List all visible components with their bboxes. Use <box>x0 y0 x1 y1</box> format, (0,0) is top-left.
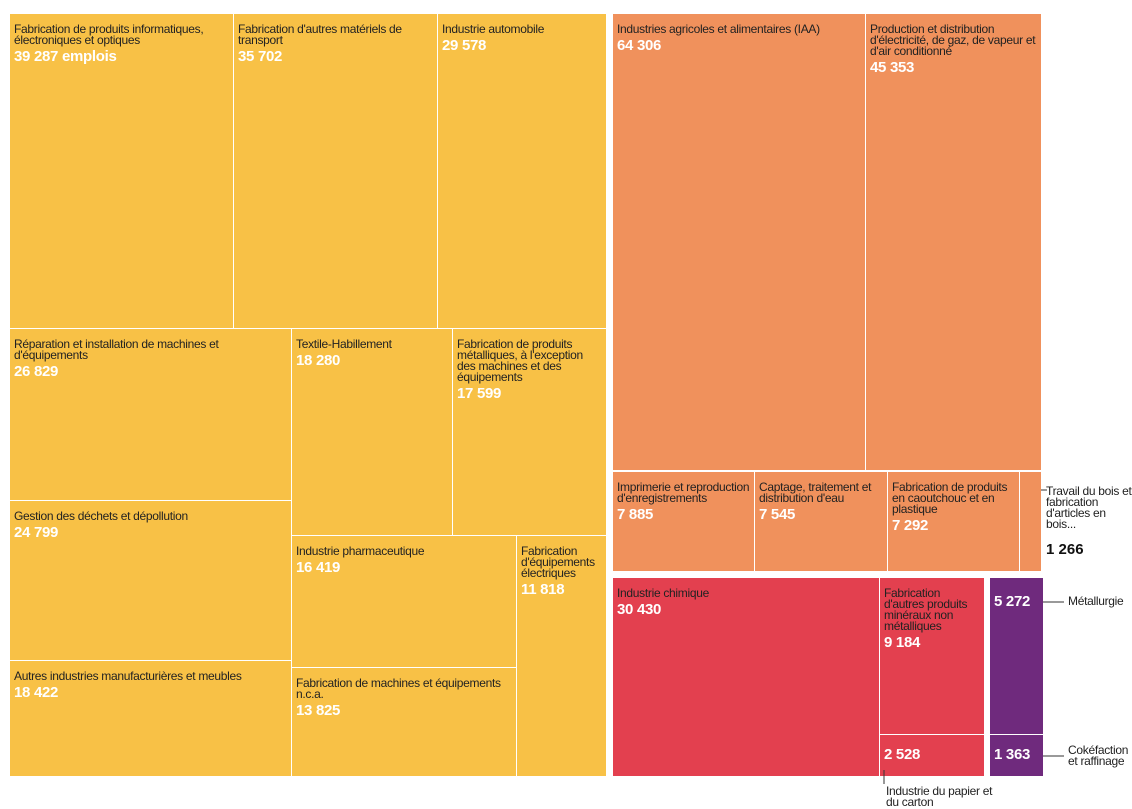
cell-text: Fabrication de produits informatiques, é… <box>14 22 231 65</box>
cell-value: 45 353 <box>870 59 915 76</box>
cell-text: Industrie pharmaceutique 16 419 <box>296 544 514 576</box>
cell-label: Imprimerie et reproduction d'enregistrem… <box>617 480 750 505</box>
treemap-cell <box>1020 472 1041 571</box>
cell-value: 2 528 <box>884 746 921 763</box>
treemap-cell: 1 363 <box>990 735 1043 776</box>
cell-text: Imprimerie et reproduction d'enregistrem… <box>617 480 752 523</box>
cell-label: Fabrication d'équipements électriques <box>521 544 595 580</box>
cell-text: 1 363 <box>994 746 1041 763</box>
treemap-cell: Fabrication d'autres produits minéraux n… <box>880 578 984 734</box>
treemap-cell: Fabrication de produits en caoutchouc et… <box>888 472 1019 571</box>
cell-value: 1 363 <box>994 746 1031 763</box>
cell-label: Captage, traitement et distribution d'ea… <box>759 480 872 505</box>
cell-text: Fabrication de machines et équipements n… <box>296 676 514 719</box>
cell-text: 2 528 <box>884 746 982 763</box>
cell-text: Fabrication d'équipements électriques 11 … <box>521 544 604 598</box>
cell-label: Fabrication de produits en caoutchouc et… <box>892 480 1008 516</box>
cell-label: Fabrication de machines et équipements n… <box>296 676 501 701</box>
treemap-cell: Gestion des déchets et dépollution 24 799 <box>10 501 291 660</box>
cell-label: Fabrication de produits informatiques, é… <box>14 22 204 47</box>
treemap-cell: Industries agricoles et alimentaires (IA… <box>613 14 865 470</box>
cell-label: Industries agricoles et alimentaires (IA… <box>617 22 820 36</box>
treemap-cell: Autres industries manufacturières et meu… <box>10 661 291 776</box>
cell-label: Cokéfaction et raffinage <box>1068 743 1129 768</box>
cell-value: 7 545 <box>759 506 796 523</box>
cell-text: Textile-Habillement 18 280 <box>296 337 450 369</box>
treemap-cell: Captage, traitement et distribution d'ea… <box>755 472 887 571</box>
cell-text: Production et distribution d'électricité… <box>870 22 1039 76</box>
cell-text: Fabrication d'autres produits minéraux n… <box>884 586 982 651</box>
cell-label: Fabrication de produits métalliques, à l… <box>457 337 583 384</box>
cell-text: Industries agricoles et alimentaires (IA… <box>617 22 863 54</box>
treemap-cell: Industrie automobile 29 578 <box>438 14 606 328</box>
cell-value: 64 306 <box>617 37 662 54</box>
cell-value: 29 578 <box>442 37 487 54</box>
cell-value: 1 266 <box>1046 541 1084 558</box>
cell-value: 39 287 emplois <box>14 48 117 65</box>
cell-value: 13 825 <box>296 702 341 719</box>
cell-value: 16 419 <box>296 559 341 576</box>
cell-label: Industrie automobile <box>442 22 545 36</box>
cell-text: Industrie automobile 29 578 <box>442 22 604 54</box>
cell-text: Fabrication de produits en caoutchouc et… <box>892 480 1017 534</box>
cell-value: 7 292 <box>892 517 929 534</box>
treemap-cell: Production et distribution d'électricité… <box>866 14 1041 470</box>
treemap-cell: Fabrication d'autres matériels de transp… <box>234 14 437 328</box>
treemap-cell: Fabrication d'équipements électriques 11 … <box>517 536 606 776</box>
cell-value: 7 885 <box>617 506 654 523</box>
cell-label: Réparation et installation de machines e… <box>14 337 219 362</box>
treemap-cell: 5 272 <box>990 578 1043 734</box>
cell-text: Gestion des déchets et dépollution 24 799 <box>14 509 289 541</box>
cell-value: 18 280 <box>296 352 341 369</box>
cell-label: Textile-Habillement <box>296 337 392 351</box>
cell-label: Fabrication d'autres produits minéraux n… <box>884 586 968 633</box>
treemap-cell: Fabrication de machines et équipements n… <box>292 668 516 776</box>
cell-value: 30 430 <box>617 601 662 618</box>
cell-text: Captage, traitement et distribution d'ea… <box>759 480 885 523</box>
cell-label: Gestion des déchets et dépollution <box>14 509 188 523</box>
cell-label: Industrie chimique <box>617 586 709 600</box>
cell-text: Fabrication d'autres matériels de transp… <box>238 22 435 65</box>
cell-value: 9 184 <box>884 634 921 651</box>
cell-value: 18 422 <box>14 684 59 701</box>
cell-text: Industrie chimique 30 430 <box>617 586 877 618</box>
cell-value: 24 799 <box>14 524 59 541</box>
cell-label: Fabrication d'autres matériels de transp… <box>238 22 402 47</box>
cell-label: Travail du bois et fabrication d'article… <box>1046 484 1132 531</box>
cell-text: Réparation et installation de machines e… <box>14 337 289 380</box>
cell-value: 26 829 <box>14 363 59 380</box>
cell-text: Fabrication de produits métalliques, à l… <box>457 337 604 402</box>
cell-value: 35 702 <box>238 48 283 65</box>
treemap-cell: Industrie chimique 30 430 <box>613 578 879 776</box>
cell-label: Métallurgie <box>1068 594 1124 608</box>
cell-label: Autres industries manufacturières et meu… <box>14 669 242 683</box>
treemap-cell: Réparation et installation de machines e… <box>10 329 291 500</box>
treemap-cell: Imprimerie et reproduction d'enregistrem… <box>613 472 754 571</box>
treemap-cell: Fabrication de produits informatiques, é… <box>10 14 233 328</box>
cell-text: Autres industries manufacturières et meu… <box>14 669 289 701</box>
cell-label: Industrie pharmaceutique <box>296 544 425 558</box>
cell-text: 5 272 <box>994 593 1041 610</box>
treemap-cell: Industrie pharmaceutique 16 419 <box>292 536 516 667</box>
cell-label: Production et distribution d'électricité… <box>870 22 1036 58</box>
cell-value: 17 599 <box>457 385 502 402</box>
treemap-cell: 2 528 <box>880 735 984 776</box>
treemap-cell: Textile-Habillement 18 280 <box>292 329 452 535</box>
treemap-cell: Fabrication de produits métalliques, à l… <box>453 329 606 535</box>
cell-label: Industrie du papier et du carton <box>886 784 993 809</box>
cell-value: 11 818 <box>521 581 565 598</box>
cell-value: 5 272 <box>994 593 1031 610</box>
